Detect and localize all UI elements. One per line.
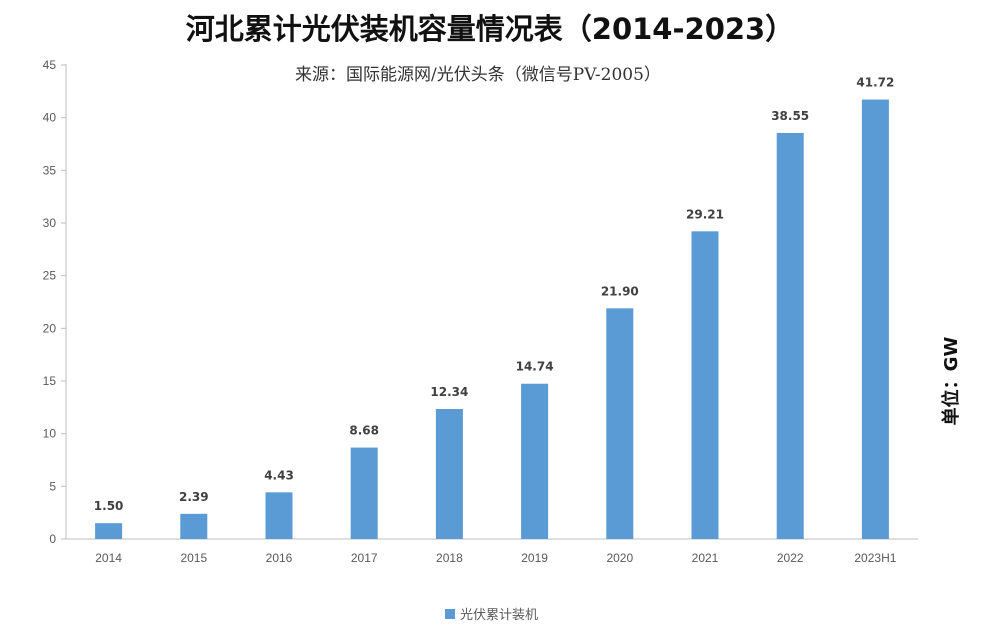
chart-subtitle: 来源：国际能源网/光伏头条（微信号PV-2005） — [295, 65, 661, 85]
data-label: 12.34 — [430, 385, 468, 399]
x-tick-label: 2021 — [692, 551, 719, 565]
x-tick-label: 2023H1 — [854, 551, 896, 565]
bar — [95, 523, 123, 539]
legend-swatch — [445, 609, 455, 619]
bar — [776, 132, 804, 539]
bar — [861, 99, 889, 540]
data-label: 1.50 — [94, 499, 124, 513]
data-label: 41.72 — [856, 76, 894, 90]
bar — [350, 447, 378, 539]
y-tick-label: 10 — [43, 427, 57, 441]
x-tick-label: 2020 — [606, 551, 633, 565]
x-tick-label: 2016 — [266, 551, 293, 565]
y-tick-label: 5 — [49, 479, 56, 493]
bar — [521, 383, 549, 539]
x-axis-ticks: 2014 2015 2016 2017 2018 2019 2020 2021 2022 2023… — [95, 551, 896, 565]
data-label: 8.68 — [349, 424, 379, 438]
unit-label: 单位：GW — [940, 337, 962, 426]
x-tick-label: 2017 — [351, 551, 378, 565]
y-tick-label: 15 — [43, 374, 57, 388]
y-tick-label: 35 — [43, 163, 57, 177]
data-label: 14.74 — [516, 360, 554, 374]
legend-label: 光伏累计装机 — [460, 608, 538, 623]
y-tick-label: 40 — [43, 111, 57, 125]
y-tick-label: 25 — [43, 269, 57, 283]
bar — [606, 308, 634, 539]
x-tick-label: 2019 — [521, 551, 548, 565]
data-label: 21.90 — [601, 284, 639, 298]
legend: 光伏累计装机 — [445, 608, 538, 623]
data-label: 2.39 — [179, 490, 209, 504]
x-tick-label: 2014 — [95, 551, 122, 565]
y-tick-label: 45 — [43, 58, 57, 72]
data-label: 4.43 — [264, 468, 294, 482]
chart-title: 河北累计光伏装机容量情况表（2014-2023） — [186, 12, 794, 46]
y-tick-label: 0 — [49, 532, 56, 546]
x-tick-label: 2018 — [436, 551, 463, 565]
y-axis-ticks: 0 5 10 15 20 25 30 35 40 45 — [43, 58, 66, 546]
x-tick-label: 2015 — [180, 551, 207, 565]
bar — [691, 231, 719, 539]
data-label: 38.55 — [771, 109, 809, 123]
data-label: 29.21 — [686, 207, 724, 221]
bar — [435, 409, 463, 539]
y-tick-label: 30 — [43, 216, 57, 230]
bar — [180, 513, 208, 539]
bar-series: 1.50 2.39 4.43 8.68 12.34 14.74 21.90 29.21 38.5… — [94, 76, 894, 540]
bar — [265, 492, 293, 539]
y-tick-label: 20 — [43, 321, 57, 335]
x-tick-label: 2022 — [777, 551, 804, 565]
